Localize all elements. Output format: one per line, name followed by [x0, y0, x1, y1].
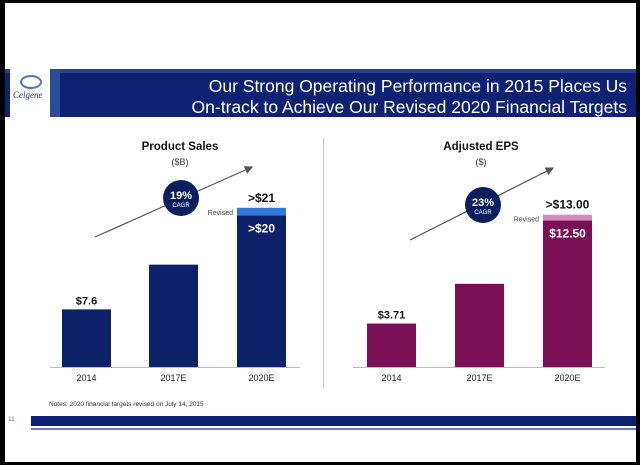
sales-chart-title: Product Sales — [141, 141, 219, 153]
eps-xtick-2020E: 2020E — [554, 373, 580, 383]
eps-cagr-badge — [465, 187, 501, 223]
eps-cagr-label: CAGR — [474, 210, 492, 216]
sales-xtick-2017E: 2017E — [160, 373, 186, 383]
title-line-2: On-track to Achieve Our Revised 2020 Fin… — [191, 97, 627, 117]
footer-band — [31, 416, 636, 426]
sales-xtick-2014: 2014 — [76, 373, 96, 383]
chart-divider — [323, 138, 324, 388]
eps-bar-2014 — [367, 323, 416, 367]
eps-bar-2020E — [543, 220, 592, 367]
header-band — [5, 69, 636, 117]
slide: Celgene Our Strong Operating Performance… — [5, 3, 636, 462]
logo-text: Celgene — [13, 90, 43, 100]
sales-bar-2020E — [237, 215, 286, 367]
sales-cagr-label: CAGR — [172, 203, 190, 209]
eps-bar-2017E — [455, 283, 504, 367]
sales-xtick-2020E: 2020E — [248, 373, 274, 383]
slide-title: Our Strong Operating Performance in 2015… — [135, 76, 627, 118]
sales-bar-2014 — [62, 309, 111, 367]
sales-revised-label: >$21 — [248, 191, 275, 205]
sales-chart-unit: ($B) — [171, 157, 189, 167]
sales-cagr-badge — [163, 180, 199, 216]
footer-line — [31, 428, 636, 430]
sales-data-label-2014: $7.6 — [76, 295, 97, 307]
sales-revised-note: Revised — [208, 210, 233, 217]
sales-bar-2017E — [149, 264, 198, 367]
sales-cagr-pct: 19% — [170, 190, 192, 202]
eps-revised-note: Revised — [514, 217, 539, 224]
eps-revised-segment — [543, 214, 592, 221]
eps-chart-unit: ($) — [475, 157, 487, 167]
eps-xtick-2017E: 2017E — [466, 373, 492, 383]
eps-revised-label: >$13.00 — [546, 198, 590, 212]
eps-cagr-pct: 23% — [472, 197, 494, 209]
eps-data-label-2014: $3.71 — [378, 310, 406, 322]
page-number: 11 — [8, 416, 15, 423]
footnote: Notes: 2020 financial targets revised on… — [49, 401, 204, 408]
title-line-1: Our Strong Operating Performance in 2015… — [208, 76, 627, 96]
company-logo: Celgene — [10, 69, 60, 117]
sales-data-label-2020E: >$20 — [248, 221, 275, 235]
eps-data-label-2020E: $12.50 — [549, 227, 586, 241]
eps-xtick-2014: 2014 — [381, 373, 401, 383]
logo-ring-icon — [20, 75, 42, 89]
sales-revised-segment — [237, 207, 286, 216]
eps-chart-title: Adjusted EPS — [443, 141, 519, 153]
